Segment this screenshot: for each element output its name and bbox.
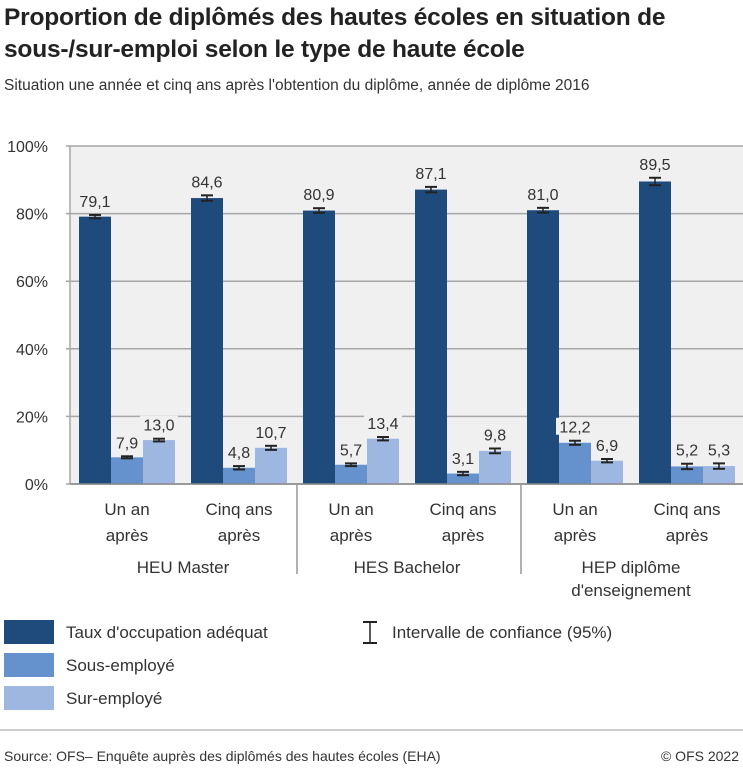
data-label: 89,5 (639, 157, 670, 174)
bar (191, 198, 223, 484)
bar (639, 181, 671, 485)
y-tick-label: 60% (16, 274, 48, 291)
group-label: HES Bachelor (354, 558, 461, 577)
data-label: 7,9 (116, 435, 138, 452)
data-label-bg (300, 185, 338, 203)
bar (671, 466, 703, 484)
data-label-bg (636, 154, 674, 172)
y-tick-label: 20% (16, 409, 48, 426)
copyright: © OFS 2022 (660, 748, 739, 764)
data-label-bg (524, 184, 562, 202)
bar (703, 466, 735, 484)
category-label: après (106, 526, 149, 545)
legend-label: Taux d'occupation adéquat (66, 623, 268, 642)
category-label: Cinq ans (429, 500, 496, 519)
data-label-bg (592, 435, 622, 453)
bar (591, 460, 623, 484)
category-label: après (330, 526, 373, 545)
data-label: 80,9 (303, 187, 334, 204)
data-label: 12,2 (559, 420, 590, 437)
category-label: après (442, 526, 485, 545)
data-label: 3,1 (452, 451, 474, 468)
group-label: HEP diplôme (582, 558, 681, 577)
data-label-bg (704, 440, 734, 458)
chart-subtitle: Situation une année et cinq ans après l'… (4, 77, 590, 94)
legend-swatch (4, 620, 54, 644)
bar (255, 447, 287, 484)
bar (415, 189, 447, 485)
group-label: d'enseignement (571, 581, 691, 600)
data-label-bg (480, 425, 510, 443)
data-label: 13,4 (367, 416, 398, 433)
bar (223, 467, 255, 484)
bar (479, 450, 511, 484)
data-label-bg (76, 191, 114, 209)
data-label-bg (188, 172, 226, 190)
category-label: après (666, 526, 709, 545)
bar (559, 442, 591, 484)
data-label: 84,6 (191, 174, 222, 191)
data-label-bg (252, 422, 290, 440)
category-label: Cinq ans (653, 500, 720, 519)
category-label: Un an (104, 500, 149, 519)
legend-swatch (4, 686, 54, 710)
category-label: après (554, 526, 597, 545)
legend-swatch (4, 653, 54, 677)
chart-title: Proportion de diplômés des hautes écoles… (4, 4, 666, 63)
legend-label: Intervalle de confiance (95%) (392, 623, 612, 642)
source-note: Source: OFS– Enquête auprès des diplômés… (4, 748, 441, 764)
data-label: 5,2 (676, 443, 698, 460)
data-label-bg (672, 440, 702, 458)
data-label: 87,1 (415, 166, 446, 183)
data-label-bg (140, 415, 178, 433)
bar (447, 473, 479, 484)
bar (367, 438, 399, 484)
bar (143, 440, 175, 484)
bar (527, 210, 559, 484)
data-label: 9,8 (484, 428, 506, 445)
data-label: 81,0 (527, 187, 558, 204)
data-label: 13,0 (143, 418, 174, 435)
category-label: Cinq ans (205, 500, 272, 519)
group-label: HEU Master (137, 558, 230, 577)
data-label-bg (412, 163, 450, 181)
data-label: 5,3 (708, 442, 730, 459)
y-tick-label: 0% (25, 477, 48, 494)
data-label-bg (112, 433, 142, 451)
y-tick-label: 40% (16, 342, 48, 359)
legend-label: Sur-employé (66, 689, 162, 708)
plot-area (70, 146, 743, 484)
bar (79, 216, 111, 484)
data-label-bg (556, 417, 594, 435)
data-label-bg (336, 440, 366, 458)
data-label: 4,8 (228, 445, 250, 462)
data-label: 79,1 (79, 194, 110, 211)
bar (111, 457, 143, 484)
data-label-bg (224, 443, 254, 461)
category-label: Un an (552, 500, 597, 519)
bar (303, 210, 335, 485)
y-tick-label: 80% (16, 207, 48, 224)
legend-label: Sous-employé (66, 656, 175, 675)
y-tick-label: 100% (7, 139, 48, 156)
data-label-bg (364, 414, 402, 432)
data-label-bg (448, 448, 478, 466)
data-label: 5,7 (340, 442, 362, 459)
data-label: 6,9 (596, 438, 618, 455)
bar-chart: 0% 20% 40% 60% 80% 100% 79,1 84,6 80,9 87,1 81,0 89… (0, 139, 743, 731)
data-label: 10,7 (255, 425, 286, 442)
category-label: Un an (328, 500, 373, 519)
bar (335, 464, 367, 484)
category-label: après (218, 526, 261, 545)
